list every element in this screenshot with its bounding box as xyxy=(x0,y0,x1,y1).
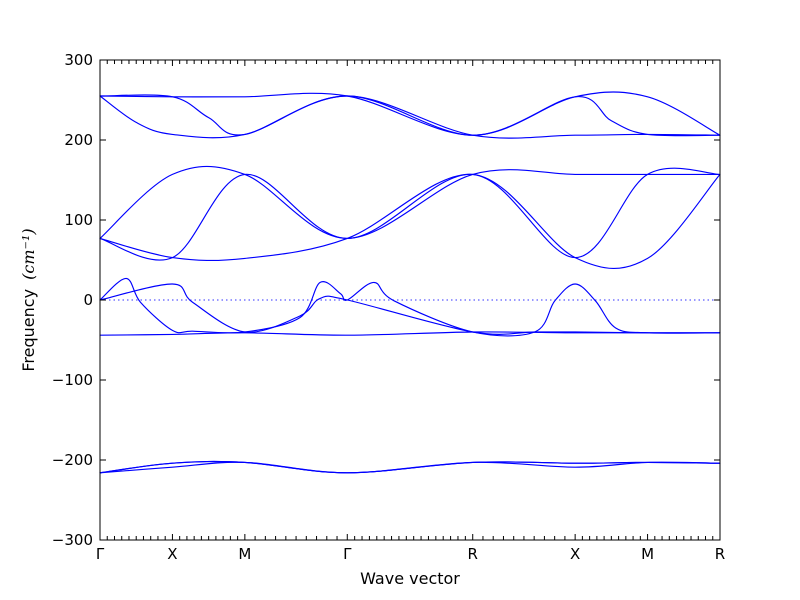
x-tick-label: R xyxy=(715,545,725,563)
band-line-11 xyxy=(99,461,721,474)
y-axis-title-text: Frequency xyxy=(19,289,38,372)
band-line-7 xyxy=(99,277,721,337)
y-tick-label: −200 xyxy=(52,451,93,469)
y-tick-label: 200 xyxy=(64,131,93,149)
x-axis-title: Wave vector xyxy=(360,569,460,588)
y-tick-label: −300 xyxy=(52,531,93,549)
x-tick-label: X xyxy=(570,545,580,563)
x-tick-label: Γ xyxy=(343,545,352,563)
band-line-12 xyxy=(99,460,721,474)
y-axis-title-unit: (cm⁻¹) xyxy=(19,228,38,279)
x-tick-label: R xyxy=(468,545,478,563)
y-tick-label: 100 xyxy=(64,211,93,229)
y-tick-label: 300 xyxy=(64,51,93,69)
x-tick-label: X xyxy=(167,545,177,563)
x-tick-label: M xyxy=(238,545,251,563)
band-line-8 xyxy=(99,283,721,335)
y-tick-label: −100 xyxy=(52,371,93,389)
band-line-6 xyxy=(99,173,721,269)
band-line-1 xyxy=(99,91,721,136)
y-tick-label: 0 xyxy=(83,291,93,309)
y-axis-title: Frequency (cm⁻¹) xyxy=(19,228,38,371)
band-line-3 xyxy=(99,94,721,139)
x-tick-label: Γ xyxy=(96,545,105,563)
band-line-4 xyxy=(99,165,721,239)
band-line-9 xyxy=(99,331,721,336)
band-line-5 xyxy=(99,167,721,261)
band-line-2 xyxy=(99,95,721,139)
plot-area xyxy=(99,91,721,474)
x-tick-label: M xyxy=(641,545,654,563)
ticks: −300 −200 −100 0 100 200 300 Γ X M Γ R X M R xyxy=(52,51,725,563)
